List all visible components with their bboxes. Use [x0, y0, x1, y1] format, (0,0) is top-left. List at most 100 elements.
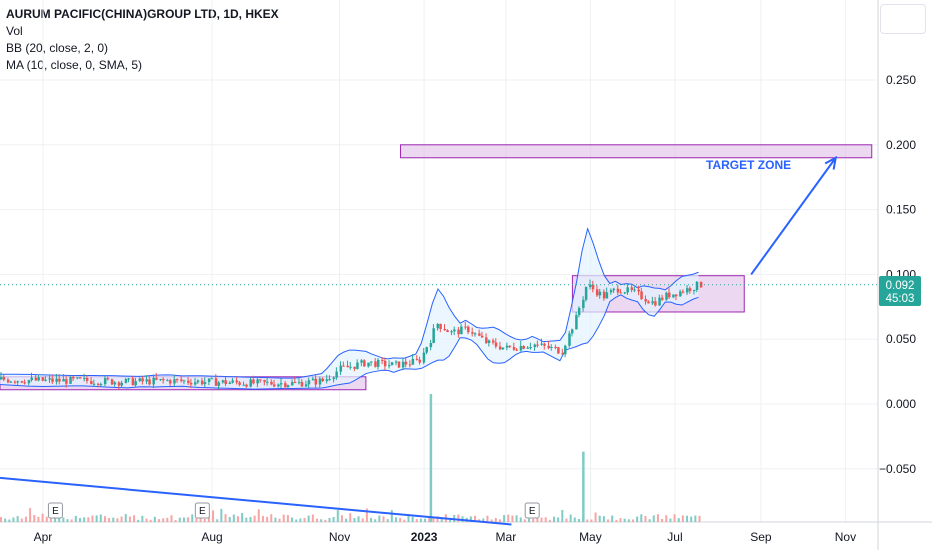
volume-bar [108, 518, 111, 522]
candle-body [231, 380, 234, 383]
volume-bar [99, 514, 102, 522]
volume-bar [62, 517, 65, 522]
legend-ma[interactable]: MA (10, close, 0, SMA, 5) [6, 58, 143, 72]
candle-body [681, 291, 685, 293]
volume-bar [336, 510, 339, 522]
candle-body [224, 380, 228, 384]
volume-bar [507, 514, 510, 522]
volume-bar [8, 519, 11, 522]
volume-bar [548, 519, 551, 522]
candle-body [443, 328, 446, 331]
candle-body [540, 343, 544, 345]
candle-body [9, 381, 13, 383]
candle-body [467, 326, 470, 333]
volume-bar [611, 515, 614, 522]
price-tick-label: 0.150 [886, 203, 916, 217]
volume-bar [698, 515, 701, 522]
candle-body [249, 379, 252, 387]
volume-bar [261, 515, 264, 522]
volume-bar [174, 519, 177, 522]
volume-bar [16, 516, 19, 522]
volume-bar [195, 518, 198, 522]
candle-body [519, 346, 523, 351]
candle-body [148, 379, 151, 385]
candle-body [277, 384, 280, 387]
volume-bar [241, 512, 244, 522]
volume-bar [365, 508, 368, 522]
candle-body [318, 378, 322, 385]
volume-bars [0, 394, 701, 522]
candle-body [342, 365, 345, 367]
candle-body [256, 379, 259, 384]
volume-bar [598, 515, 601, 522]
volume-bar [278, 518, 281, 522]
candle-body [314, 378, 318, 385]
volume-bar [544, 517, 547, 522]
candle-body [311, 378, 315, 381]
candle-body [13, 381, 17, 383]
candle-body [200, 380, 204, 385]
candle-body [595, 289, 599, 296]
candle-body [187, 380, 190, 383]
time-tick-label: Aug [201, 530, 222, 544]
candle-body [564, 345, 567, 355]
candle-body [487, 340, 491, 343]
volume-bar [291, 517, 294, 522]
volume-bar [133, 515, 136, 522]
candle-body [207, 378, 211, 382]
candle-body [582, 299, 585, 309]
candle-body [692, 290, 696, 292]
volume-bar [407, 514, 410, 522]
candle-body [242, 384, 246, 386]
candle-body [591, 284, 595, 290]
candle-body [363, 360, 366, 367]
candle-body [214, 378, 218, 386]
candle-body [266, 381, 269, 383]
candle-body [194, 382, 197, 385]
volume-bar [677, 518, 680, 522]
legend-bb[interactable]: BB (20, close, 2, 0) [6, 41, 109, 55]
volume-bar [328, 517, 331, 522]
candle-body [584, 286, 588, 300]
target-zone [400, 144, 873, 159]
earnings-marker-letter: E [52, 506, 59, 517]
candle-body [422, 352, 426, 363]
candle-body [529, 347, 532, 349]
time-axis[interactable]: Apr Aug Nov 2023 Mar May Jul Sep Nov [34, 530, 856, 544]
candle-body [626, 287, 629, 293]
volume-bar [623, 518, 626, 522]
volume-bar [58, 517, 61, 522]
candle-body [686, 288, 689, 293]
volume-bar [307, 515, 310, 522]
settings-button[interactable] [880, 4, 926, 34]
candles [0, 279, 703, 390]
candle-body [83, 377, 86, 379]
last-price-text: 0.092 [886, 280, 915, 292]
volume-bar [245, 517, 248, 522]
candle-body [374, 361, 377, 367]
volume-bar [178, 517, 181, 522]
volume-bar [187, 517, 190, 522]
candle-body [203, 381, 207, 385]
candle-body [602, 291, 606, 299]
volume-bar [45, 516, 48, 522]
volume-bar [182, 517, 185, 522]
earnings-marker-box [194, 502, 210, 519]
volume-bar [586, 519, 589, 522]
candle-body [173, 379, 176, 384]
candle-body [547, 345, 550, 349]
target-arrow-head [824, 155, 838, 170]
candle-body [300, 382, 304, 387]
volume-bar [528, 518, 531, 522]
volume-bar [686, 515, 689, 522]
candle-body [328, 379, 331, 381]
countdown-text: 45:03 [886, 293, 915, 305]
volume-bar [212, 510, 215, 522]
candle-body [297, 382, 301, 384]
candle-body [2, 377, 6, 380]
candle-body [176, 379, 179, 381]
volume-bar [436, 516, 439, 522]
legend-vol[interactable]: Vol [6, 24, 23, 38]
